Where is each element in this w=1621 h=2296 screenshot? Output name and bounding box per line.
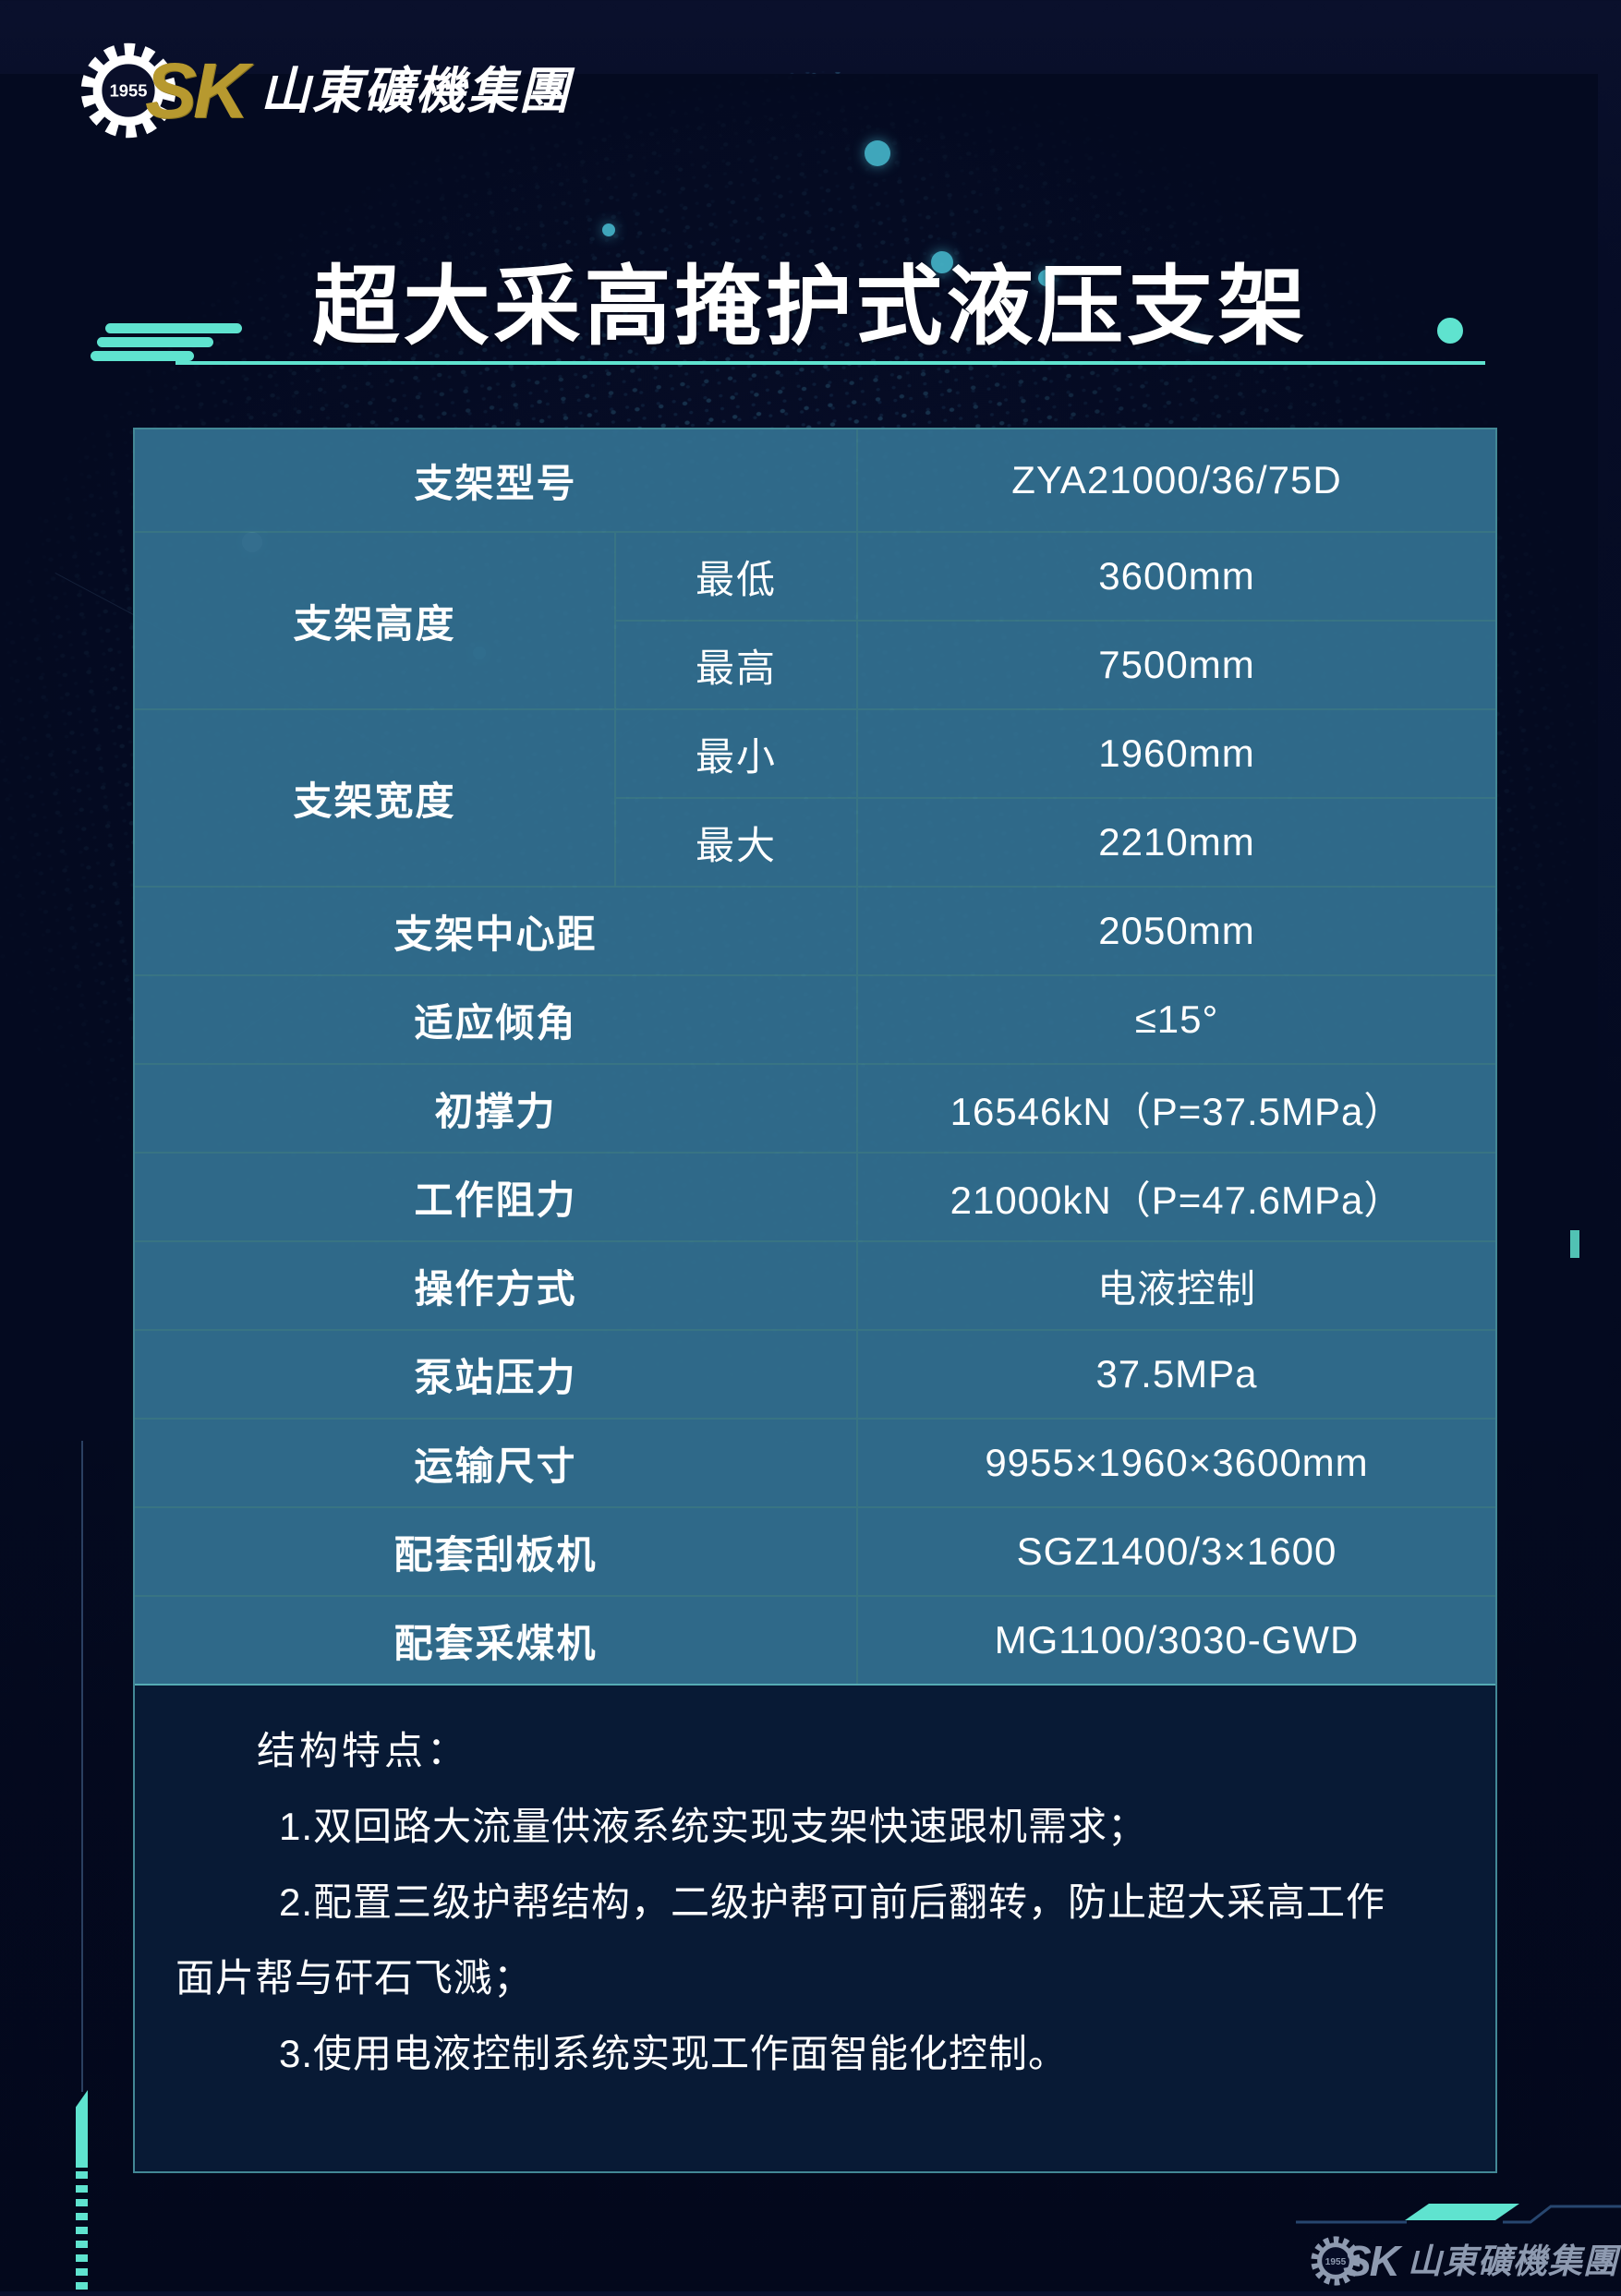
gear-icon: 1955	[1311, 2236, 1361, 2286]
spec-label-height: 支架高度	[135, 533, 614, 708]
spec-value-working-resistance: 21000kN（P=47.6MPa）	[858, 1154, 1495, 1240]
spec-label-model: 支架型号	[135, 429, 856, 531]
spec-value-shearer: MG1100/3030-GWD	[858, 1597, 1495, 1684]
spec-value-min-height: 3600mm	[858, 533, 1495, 620]
title-bars-decoration	[91, 323, 242, 365]
feature-line-3: 3.使用电液控制系统实现工作面智能化控制。	[279, 2032, 1069, 2075]
spec-value-center-distance: 2050mm	[858, 888, 1495, 974]
glow-dot	[602, 224, 615, 236]
spec-value-min-width: 1960mm	[858, 710, 1495, 797]
spec-value-max-height: 7500mm	[858, 622, 1495, 708]
glow-dot	[931, 251, 953, 273]
left-dashed-bar	[76, 2171, 88, 2296]
glow-dot	[1192, 332, 1203, 344]
spec-table: 支架型号 ZYA21000/36/75D 支架高度 最低 3600mm 最高 7…	[135, 429, 1495, 1686]
glow-dot	[1038, 270, 1055, 286]
footer-brand-logo: 1955 SK 山東礦機集團	[1310, 2235, 1618, 2287]
page-title: 超大采高掩护式液压支架	[312, 258, 1309, 355]
brand-logo: 1955 SK 山東礦機集團	[79, 41, 571, 140]
spec-value-scraper-conveyor: SGZ1400/3×1600	[858, 1508, 1495, 1595]
spec-sub-min-height: 最低	[616, 533, 856, 620]
title-underline	[175, 361, 1485, 365]
spec-label-dip-angle: 适应倾角	[135, 976, 856, 1063]
spec-label-scraper-conveyor: 配套刮板机	[135, 1508, 856, 1595]
spec-sub-max-height: 最高	[616, 622, 856, 708]
footer-brand-initials: SK	[1343, 2237, 1400, 2285]
spec-label-pump-pressure: 泵站压力	[135, 1331, 856, 1418]
footer-divider-decoration	[1288, 2202, 1621, 2232]
features-heading: 结构特点：	[257, 1729, 470, 1772]
left-edge-line	[81, 1441, 83, 2092]
title-ring-decoration	[1437, 318, 1463, 344]
spec-label-transport-size: 运输尺寸	[135, 1420, 856, 1506]
spec-sub-min-width: 最小	[616, 710, 856, 797]
spec-value-setting-load: 16546kN（P=37.5MPa）	[858, 1065, 1495, 1152]
glow-dot	[865, 140, 890, 166]
brand-initials: SK	[145, 47, 249, 134]
svg-text:1955: 1955	[110, 80, 148, 100]
feature-line-2: 2.配置三级护帮结构，二级护帮可前后翻转，防止超大采高工作	[279, 1880, 1386, 1924]
svg-text:1955: 1955	[1325, 2257, 1347, 2267]
feature-line-2-continued: 面片帮与矸石飞溅；	[175, 1956, 534, 2000]
brand-name: 山東礦機集團	[260, 61, 571, 120]
right-edge-tick	[1570, 1230, 1579, 1258]
left-teal-bar	[76, 2090, 88, 2168]
spec-label-center-distance: 支架中心距	[135, 888, 856, 974]
spec-value-operation-mode: 电液控制	[858, 1242, 1495, 1329]
spec-label-operation-mode: 操作方式	[135, 1242, 856, 1329]
spec-value-pump-pressure: 37.5MPa	[858, 1331, 1495, 1418]
spec-value-max-width: 2210mm	[858, 799, 1495, 886]
spec-value-transport-size: 9955×1960×3600mm	[858, 1420, 1495, 1506]
features-section: 结构特点： 1.双回路大流量供液系统实现支架快速跟机需求； 2.配置三级护帮结构…	[135, 1686, 1495, 2092]
spec-label-shearer: 配套采煤机	[135, 1597, 856, 1684]
gear-icon: 1955	[80, 42, 176, 139]
spec-label-setting-load: 初撑力	[135, 1065, 856, 1152]
spec-value-model: ZYA21000/36/75D	[858, 429, 1495, 531]
spec-value-dip-angle: ≤15°	[858, 976, 1495, 1063]
footer-brand-name: 山東礦機集團	[1407, 2240, 1618, 2281]
spec-sub-max-width: 最大	[616, 799, 856, 886]
spec-label-width: 支架宽度	[135, 710, 614, 886]
feature-line-1: 1.双回路大流量供液系统实现支架快速跟机需求；	[279, 1805, 1148, 1848]
spec-panel: 支架型号 ZYA21000/36/75D 支架高度 最低 3600mm 最高 7…	[133, 428, 1497, 2173]
spec-label-working-resistance: 工作阻力	[135, 1154, 856, 1240]
